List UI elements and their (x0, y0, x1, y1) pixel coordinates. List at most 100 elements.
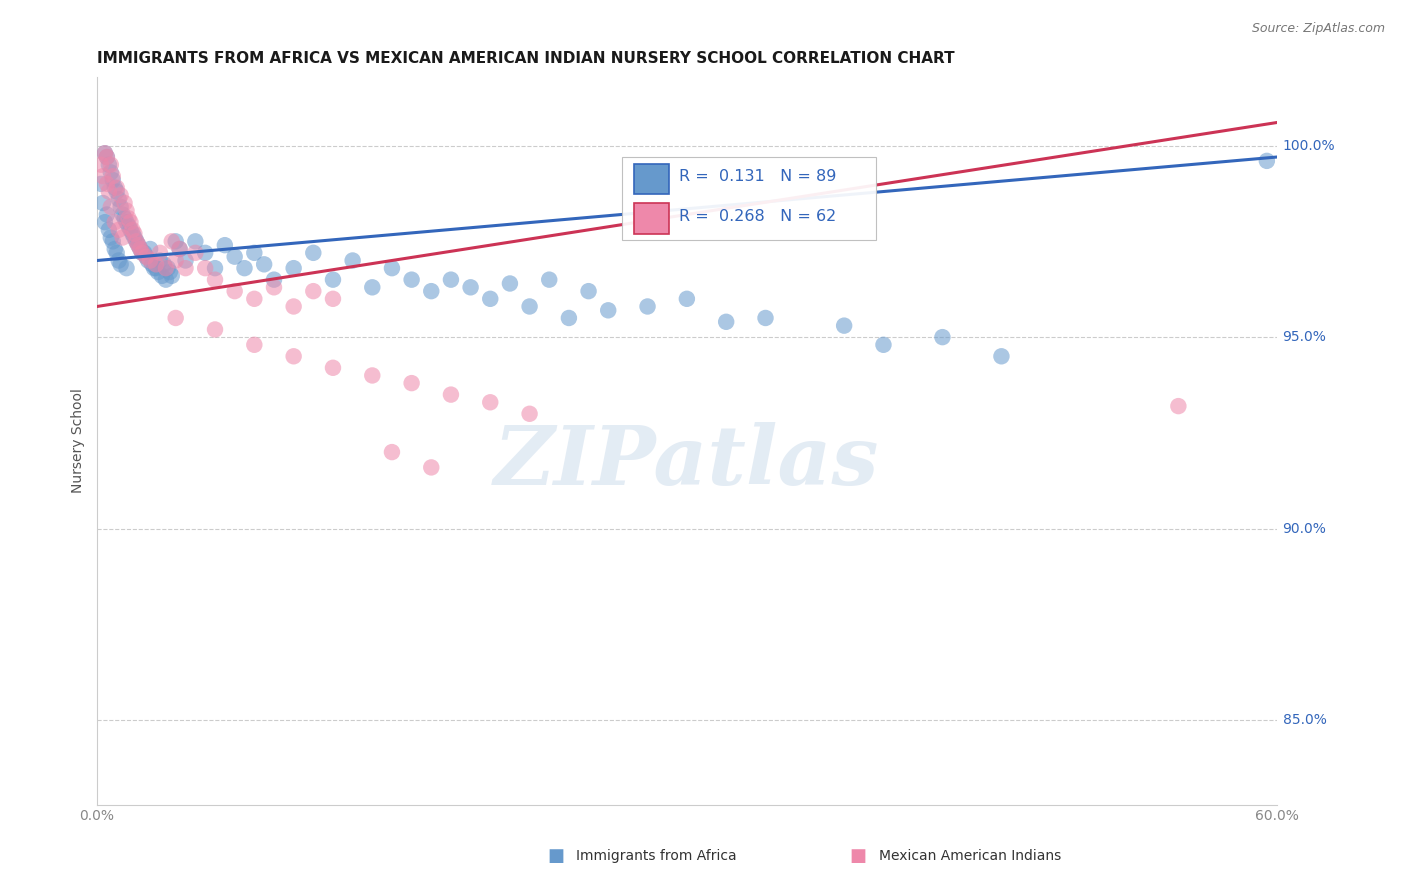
Point (105, 185, 128, 199)
Point (96, 150, 118, 164)
Point (214, 238, 236, 252)
Point (165, 235, 187, 249)
Point (420, 284, 443, 298)
Point (283, 300, 305, 314)
Point (124, 227, 146, 241)
Point (101, 169, 124, 184)
Point (135, 250, 157, 264)
Point (283, 261, 305, 276)
Point (169, 242, 191, 256)
Point (184, 235, 207, 249)
Point (1167, 399, 1189, 413)
Point (637, 300, 659, 314)
Point (243, 338, 266, 352)
Text: ■: ■ (849, 847, 866, 865)
Point (135, 250, 157, 264)
Point (125, 235, 148, 249)
Point (146, 265, 169, 279)
Point (115, 203, 138, 218)
Point (117, 219, 139, 233)
Point (141, 257, 163, 271)
Point (91, 196, 114, 211)
Point (598, 303, 620, 318)
Point (165, 310, 187, 325)
Point (160, 268, 183, 283)
Point (90, 177, 112, 191)
Point (283, 349, 305, 363)
Point (97, 158, 120, 172)
Point (224, 250, 246, 264)
Point (243, 292, 266, 306)
FancyBboxPatch shape (634, 164, 669, 194)
Text: 95.0%: 95.0% (1282, 330, 1326, 344)
Point (204, 273, 226, 287)
Point (131, 245, 153, 260)
Point (155, 273, 177, 287)
Point (110, 200, 132, 214)
Point (194, 245, 217, 260)
Point (129, 242, 152, 256)
Point (100, 200, 122, 214)
Point (204, 261, 226, 276)
Point (754, 310, 776, 325)
Point (156, 261, 179, 276)
Point (263, 280, 285, 294)
Point (263, 273, 285, 287)
Point (107, 192, 129, 206)
Point (129, 242, 152, 256)
Point (479, 292, 502, 306)
Point (107, 223, 129, 237)
Point (139, 242, 162, 256)
Point (160, 235, 183, 249)
Point (302, 245, 325, 260)
Text: R =  0.268   N = 62: R = 0.268 N = 62 (679, 210, 835, 225)
Point (169, 242, 191, 256)
Point (145, 257, 167, 271)
Point (155, 261, 177, 276)
Point (96, 207, 118, 221)
Point (420, 460, 443, 475)
Point (134, 245, 156, 260)
Point (361, 368, 384, 383)
Point (110, 188, 132, 202)
Point (499, 277, 522, 291)
Point (97, 223, 120, 237)
Point (224, 284, 246, 298)
Point (990, 349, 1012, 363)
Point (97, 185, 120, 199)
Point (90, 158, 112, 172)
Point (121, 223, 143, 237)
Point (105, 180, 128, 194)
Point (96, 177, 118, 191)
Point (149, 245, 172, 260)
Point (94, 215, 117, 229)
Text: 85.0%: 85.0% (1282, 714, 1326, 727)
Point (111, 207, 134, 221)
Point (159, 265, 181, 279)
Point (1256, 153, 1278, 168)
Text: ■: ■ (547, 847, 564, 865)
Point (115, 215, 138, 229)
Point (127, 238, 149, 252)
Point (204, 322, 226, 336)
Point (104, 180, 127, 194)
Point (96, 150, 118, 164)
Point (107, 253, 129, 268)
Point (676, 292, 699, 306)
Point (322, 273, 344, 287)
Point (120, 215, 142, 229)
Point (931, 330, 953, 344)
Text: 90.0%: 90.0% (1282, 522, 1326, 536)
Point (100, 230, 122, 244)
Point (233, 261, 256, 276)
Point (104, 215, 127, 229)
Point (253, 257, 276, 271)
Point (184, 245, 207, 260)
Point (101, 235, 124, 249)
Point (322, 292, 344, 306)
Point (440, 387, 463, 401)
Text: Source: ZipAtlas.com: Source: ZipAtlas.com (1251, 22, 1385, 36)
Point (114, 211, 136, 226)
Text: R =  0.131   N = 89: R = 0.131 N = 89 (679, 169, 837, 185)
Point (243, 245, 266, 260)
